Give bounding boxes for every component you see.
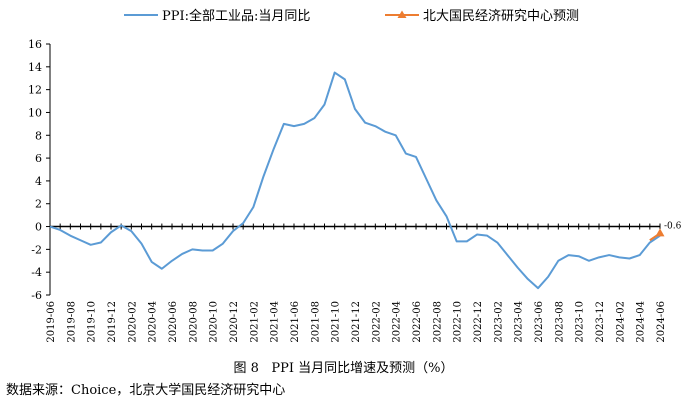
x-tick-label: 2020-02 — [127, 301, 138, 343]
legend-forecast-label: 北大国民经济研究中心预测 — [423, 9, 579, 24]
y-tick-label: 0 — [35, 221, 42, 234]
x-tick-label: 2021-06 — [290, 301, 301, 343]
x-tick-label: 2021-08 — [310, 301, 321, 343]
ppi-chart: PPI:全部工业品:当月同比 北大国民经济研究中心预测 -6 -4 -2 0 2 4 6 8 1… — [28, 8, 682, 343]
x-tick-label: 2023-02 — [493, 301, 504, 343]
legend-forecast-marker — [397, 10, 407, 18]
x-tick-label: 2020-08 — [188, 301, 199, 343]
legend-ppi-label: PPI:全部工业品:当月同比 — [162, 8, 310, 24]
x-tick-label: 2024-04 — [636, 301, 647, 343]
x-tick-label: 2020-12 — [229, 301, 240, 343]
y-tick-label: -4 — [31, 266, 42, 279]
y-axis: -6 -4 -2 0 2 4 6 8 10 12 14 16 — [28, 38, 51, 302]
x-tick-label: 2019-08 — [66, 301, 77, 343]
x-tick-label: 2023-08 — [554, 301, 565, 343]
y-tick-label: 10 — [28, 106, 42, 119]
x-tick-label: 2021-12 — [351, 301, 362, 343]
x-tick-label: 2022-08 — [432, 301, 443, 343]
x-tick-label: 2020-04 — [148, 301, 159, 343]
x-tick-label: 2022-02 — [371, 301, 382, 343]
x-tick-label: 2023-12 — [595, 301, 606, 343]
x-tick-label: 2020-06 — [168, 301, 179, 343]
ppi-series-line — [49, 71, 661, 290]
x-tick-label: 2024-02 — [615, 301, 626, 343]
x-tick-label: 2024-06 — [656, 301, 667, 343]
y-tick-label: 4 — [35, 175, 42, 188]
legend: PPI:全部工业品:当月同比 北大国民经济研究中心预测 — [124, 8, 579, 24]
x-tick-label: 2021-04 — [270, 301, 281, 343]
x-tick-label: 2020-10 — [209, 301, 220, 343]
y-tick-label: 6 — [35, 152, 42, 165]
data-source: 数据来源：Choice，北京大学国民经济研究中心 — [6, 383, 286, 398]
x-tick-label: 2023-06 — [534, 301, 545, 343]
x-tick-label: 2019-10 — [87, 301, 98, 343]
forecast-marker — [655, 228, 665, 237]
y-tick-label: -2 — [31, 243, 42, 256]
x-tick-label: 2023-10 — [575, 301, 586, 343]
y-tick-label: 16 — [28, 38, 42, 51]
x-tick-label: 2019-06 — [46, 301, 57, 343]
x-tick-label: 2022-10 — [453, 301, 464, 343]
y-tick-label: 2 — [35, 198, 42, 211]
y-tick-label: -6 — [31, 289, 42, 302]
x-tick-label: 2022-04 — [392, 301, 403, 343]
x-axis: 2019-06 2019-08 2019-10 2019-12 2020-02 2020-… — [46, 223, 667, 343]
figure-caption: 图 8 PPI 当月同比增速及预测（%） — [233, 361, 454, 376]
y-tick-label: 8 — [35, 129, 42, 142]
x-tick-label: 2021-02 — [249, 301, 260, 343]
y-tick-label: 14 — [28, 61, 42, 74]
y-tick-label: 12 — [28, 84, 42, 97]
x-tick-label: 2019-12 — [107, 301, 118, 343]
x-tick-label: 2021-10 — [331, 301, 342, 343]
x-tick-label: 2022-06 — [412, 301, 423, 343]
data-label: -0.6 — [664, 221, 682, 231]
x-tick-label: 2023-04 — [514, 301, 525, 343]
x-tick-label: 2022-12 — [473, 301, 484, 343]
series-layer — [49, 71, 665, 290]
annotation-layer: -0.6 — [664, 221, 682, 231]
